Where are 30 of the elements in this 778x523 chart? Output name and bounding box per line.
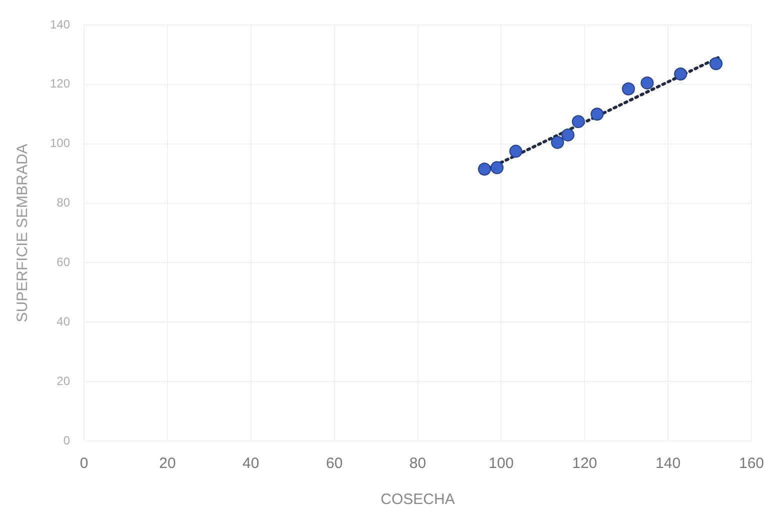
x-tick-label: 120 <box>572 455 598 472</box>
y-tick-label: 140 <box>50 17 70 32</box>
y-tick-label: 100 <box>50 136 70 150</box>
x-tick-label: 100 <box>488 455 514 472</box>
point <box>551 136 564 149</box>
x-tick-label: 80 <box>409 455 426 472</box>
y-tick-label: 40 <box>56 314 70 328</box>
point <box>572 115 585 128</box>
x-tick-label: 20 <box>159 455 176 472</box>
point <box>561 128 574 142</box>
x-tick-label: 40 <box>242 455 260 472</box>
point <box>710 57 723 70</box>
y-tick-label: 20 <box>56 374 70 388</box>
y-axis-title: SUPERFICIE SEMBRADA <box>14 144 32 322</box>
y-tick-label: 0 <box>63 433 70 448</box>
y-tick-label: 120 <box>50 76 70 91</box>
x-tick-label: 60 <box>326 455 343 472</box>
point <box>509 144 522 158</box>
y-tick-label: 80 <box>56 196 70 210</box>
point <box>490 161 504 174</box>
y-tick-label: 60 <box>56 255 70 270</box>
x-tick-label: 0 <box>80 455 88 472</box>
point <box>622 82 635 96</box>
point <box>590 108 604 121</box>
x-axis-title: COSECHA <box>380 491 455 508</box>
x-tick-label: 160 <box>738 455 764 472</box>
point <box>478 162 491 176</box>
point <box>640 76 654 90</box>
x-tick-label: 140 <box>656 455 681 472</box>
point <box>674 68 688 81</box>
